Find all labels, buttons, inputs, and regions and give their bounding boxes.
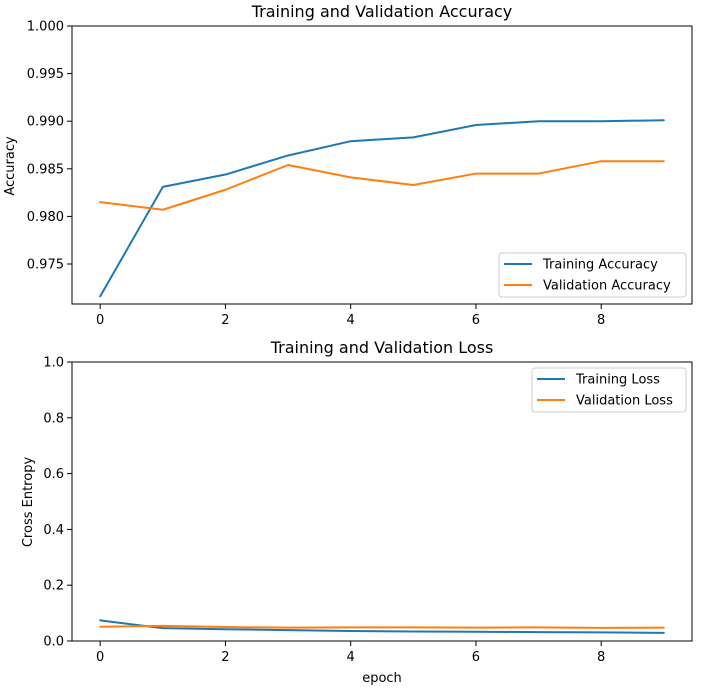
loss-legend-label-training-loss: Training Loss xyxy=(575,373,660,388)
loss-chart-title: Training and Validation Loss xyxy=(270,338,494,357)
loss-x-ticks: 0 2 4 6 8 xyxy=(96,641,605,665)
accuracy-x-tick-label-2: 4 xyxy=(347,313,355,328)
loss-legend: Training Loss Validation Loss xyxy=(531,367,687,413)
accuracy-legend-label-validation-accuracy: Validation Accuracy xyxy=(543,279,671,294)
accuracy-y-axis-label: Accuracy xyxy=(3,136,18,196)
loss-y-tick-label-3: 0.6 xyxy=(43,467,64,482)
loss-x-tick-label-1: 2 xyxy=(221,650,229,665)
accuracy-legend: Training Accuracy Validation Accuracy xyxy=(498,252,687,298)
accuracy-legend-box xyxy=(498,252,687,298)
loss-series-group xyxy=(99,619,665,634)
accuracy-series-line-training-accuracy xyxy=(99,119,665,298)
loss-y-tick-label-0: 0.0 xyxy=(43,635,64,650)
accuracy-subplot: Training and Validation Accuracy Accurac… xyxy=(3,2,693,328)
accuracy-axes-frame xyxy=(71,25,693,305)
loss-x-tick-label-4: 8 xyxy=(597,650,605,665)
accuracy-x-tick-label-1: 2 xyxy=(221,313,229,328)
accuracy-y-tick-label-1: 0.980 xyxy=(27,210,64,225)
accuracy-y-tick-label-3: 0.990 xyxy=(27,115,64,130)
loss-y-tick-label-5: 1.0 xyxy=(43,356,64,371)
accuracy-y-ticks: 0.975 0.980 0.985 0.990 0.995 1.000 xyxy=(27,20,72,273)
accuracy-plot-area: 0 2 4 6 8 0.975 0.980 0.985 0.990 0.995 1.000 Train… xyxy=(27,20,693,328)
loss-legend-box xyxy=(531,367,687,413)
accuracy-y-tick-label-5: 1.000 xyxy=(27,20,64,35)
accuracy-x-tick-label-4: 8 xyxy=(597,313,605,328)
accuracy-chart-title: Training and Validation Accuracy xyxy=(251,2,513,21)
loss-y-tick-label-1: 0.2 xyxy=(43,579,64,594)
loss-x-tick-label-2: 4 xyxy=(347,650,355,665)
loss-subplot: Training and Validation Loss Cross Entro… xyxy=(21,338,693,686)
accuracy-legend-label-training-accuracy: Training Accuracy xyxy=(542,258,658,273)
loss-y-tick-label-4: 0.8 xyxy=(43,411,64,426)
accuracy-x-ticks: 0 2 4 6 8 xyxy=(96,304,605,328)
loss-legend-label-validation-loss: Validation Loss xyxy=(576,394,673,409)
accuracy-series-line-validation-accuracy xyxy=(99,160,665,211)
accuracy-y-tick-label-4: 0.995 xyxy=(27,67,64,82)
loss-axes-frame xyxy=(71,361,693,642)
loss-y-tick-label-2: 0.4 xyxy=(43,523,64,538)
loss-y-ticks: 0.0 0.2 0.4 0.6 0.8 1.0 xyxy=(43,356,72,650)
accuracy-y-tick-label-2: 0.985 xyxy=(27,162,64,177)
accuracy-x-tick-label-0: 0 xyxy=(96,313,104,328)
accuracy-x-tick-label-3: 6 xyxy=(472,313,480,328)
loss-series-line-training-loss xyxy=(99,619,665,634)
loss-x-tick-label-3: 6 xyxy=(472,650,480,665)
accuracy-y-tick-label-0: 0.975 xyxy=(27,258,64,273)
loss-y-axis-label: Cross Entropy xyxy=(21,457,36,548)
loss-x-tick-label-0: 0 xyxy=(96,650,104,665)
loss-x-axis-label: epoch xyxy=(362,671,402,686)
accuracy-series-group xyxy=(99,119,665,298)
loss-plot-area: 0 2 4 6 8 0.0 0.2 0.4 0.6 0.8 1.0 Training Loss Vali… xyxy=(43,356,693,665)
loss-series-line-validation-loss xyxy=(99,624,665,629)
